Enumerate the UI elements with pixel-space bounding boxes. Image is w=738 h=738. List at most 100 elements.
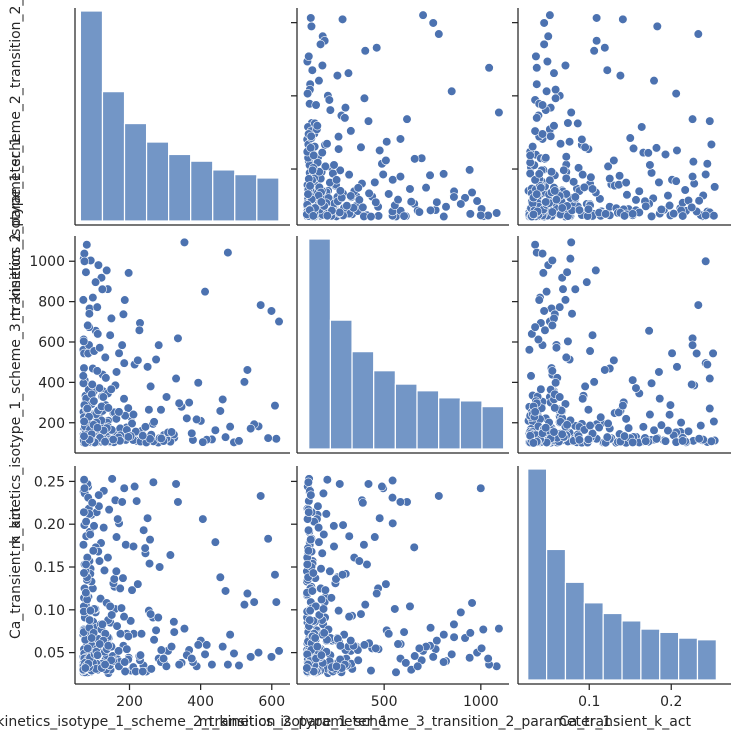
scatter-point (687, 114, 698, 124)
histogram-bar (190, 160, 214, 222)
scatter-point (337, 570, 348, 580)
scatter-point (324, 95, 334, 105)
scatter-point (405, 601, 415, 611)
scatter-point (127, 418, 137, 429)
scatter-point (377, 481, 387, 492)
scatter-point (158, 653, 169, 664)
scatter-point (360, 46, 370, 56)
scatter-point (334, 606, 344, 616)
scatter-point (372, 588, 382, 599)
scatter-point (314, 523, 324, 533)
scatter-point (538, 268, 548, 278)
scatter-point (539, 306, 549, 316)
scatter-point (218, 642, 228, 652)
scatter-point (702, 159, 712, 169)
scatter-point (84, 615, 95, 625)
scatter-point (169, 627, 179, 637)
scatter-point (118, 573, 128, 583)
scatter-point (107, 474, 117, 484)
scatter-point (124, 268, 134, 278)
scatter-point (343, 68, 354, 78)
scatter-point (709, 211, 719, 221)
scatter-point (665, 400, 676, 410)
scatter-point (97, 619, 107, 629)
scatter-point (600, 365, 610, 375)
scatter-point (560, 60, 571, 71)
scatter-point (447, 86, 457, 96)
scatter-point (375, 145, 385, 156)
scatter-point (432, 636, 442, 646)
scatter-point (701, 169, 711, 180)
scatter-point (683, 426, 694, 436)
scatter-point (354, 556, 364, 566)
histogram-bar (659, 631, 680, 681)
scatter-point (688, 157, 698, 167)
scatter-point (187, 653, 197, 664)
scatter-point (709, 416, 719, 427)
scatter-point (359, 93, 370, 103)
scatter-point (551, 195, 562, 205)
scatter-point (621, 414, 631, 424)
scatter-point (130, 481, 140, 492)
histogram-bar (256, 177, 280, 222)
panel-r3-c2 (302, 474, 504, 678)
scatter-point (266, 306, 277, 316)
scatter-point (360, 600, 370, 610)
scatter-point (687, 202, 697, 212)
scatter-point (337, 14, 348, 24)
scatter-point (567, 309, 577, 319)
scatter-point (656, 204, 667, 215)
scatter-point (119, 394, 129, 404)
scatter-point (114, 407, 124, 417)
scatter-point (549, 427, 559, 437)
scatter-point (111, 566, 121, 576)
scatter-point (83, 320, 93, 330)
histogram-bar (416, 390, 440, 450)
x-tick-label: 0.1 (578, 694, 600, 710)
scatter-point (441, 202, 451, 212)
scatter-point (449, 632, 459, 642)
scatter-point (306, 13, 316, 23)
scatter-point (270, 401, 280, 411)
scatter-point (358, 202, 368, 212)
scatter-point (525, 168, 535, 179)
scatter-point (344, 170, 354, 180)
scatter-point (592, 36, 602, 46)
y-tick-label: 0.05 (34, 646, 65, 662)
scatter-point (362, 559, 372, 570)
scatter-point (184, 397, 194, 408)
scatter-point (434, 491, 444, 501)
scatter-point (210, 537, 220, 547)
scatter-point (569, 177, 579, 187)
scatter-point (319, 628, 329, 638)
histogram-bar (438, 397, 461, 450)
scatter-point (628, 437, 638, 447)
scatter-point (215, 406, 225, 416)
scatter-point (120, 657, 130, 667)
scatter-point (545, 10, 555, 20)
scatter-point (467, 187, 477, 198)
panel-r2-c1 (78, 237, 284, 448)
y-tick-label: 0.10 (34, 603, 65, 619)
scatter-point (421, 183, 431, 193)
scatter-point (92, 423, 103, 433)
scatter-point (223, 659, 233, 670)
scatter-point (103, 641, 113, 651)
histogram-bar (101, 91, 126, 222)
scatter-point (600, 43, 610, 53)
scatter-point (643, 148, 653, 158)
scatter-point (694, 196, 704, 206)
scatter-point (266, 652, 277, 662)
histogram-bar (79, 10, 104, 222)
scatter-point (655, 394, 665, 404)
scatter-point (93, 329, 103, 339)
scatter-point (467, 598, 477, 608)
scatter-point (166, 642, 177, 652)
scatter-point (87, 633, 97, 643)
scatter-point (156, 433, 166, 444)
scatter-point (353, 183, 363, 193)
scatter-point (322, 139, 332, 149)
scatter-point (574, 205, 585, 215)
scatter-point (602, 65, 612, 75)
